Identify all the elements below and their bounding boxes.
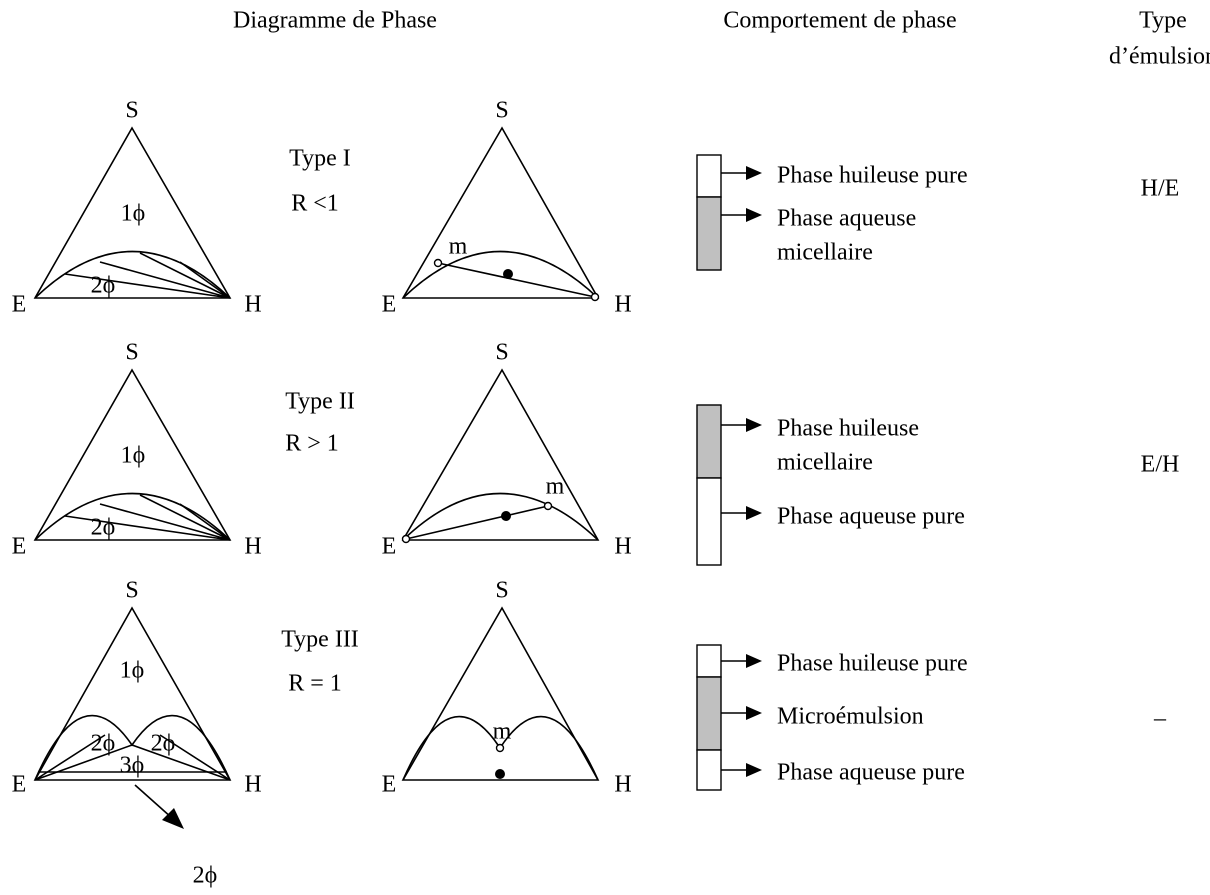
arrow-head <box>162 808 184 829</box>
tie-lines <box>64 494 231 541</box>
vertex-label: S <box>125 340 138 366</box>
ratio-label: R <1 <box>291 191 339 217</box>
binodal <box>34 250 231 299</box>
point-m <box>433 258 443 268</box>
vertex-label: E <box>12 772 27 798</box>
phase-label: Phase aqueuse pure <box>777 504 965 530</box>
region-label: 2ϕ <box>91 731 116 757</box>
tie-lines <box>34 734 231 781</box>
triangle <box>33 368 232 541</box>
phase-layer <box>696 154 722 198</box>
row-1 <box>33 126 722 302</box>
phase-layer <box>696 404 722 479</box>
vertex-label: H <box>614 772 631 798</box>
composition-point <box>501 511 511 521</box>
vertex-label: S <box>125 98 138 124</box>
vertex-label: S <box>495 98 508 124</box>
region-label: 1ϕ <box>121 443 146 469</box>
phase-layer <box>696 196 722 271</box>
region-label: 2ϕ <box>91 515 116 541</box>
vertex-label: H <box>244 772 261 798</box>
vertex-label: E <box>12 292 27 318</box>
vertex-label: H <box>244 534 261 560</box>
arrow <box>134 784 173 819</box>
region-label: 1ϕ <box>121 201 146 227</box>
phase-label: micellaire <box>777 450 873 476</box>
row-3 <box>33 606 722 829</box>
vertex-label: H <box>244 292 261 318</box>
vertex-label: E <box>382 772 397 798</box>
phase-arrow-head <box>746 418 762 432</box>
header-diagram: Diagramme de Phase <box>233 8 437 34</box>
phase-arrow-head <box>746 763 762 777</box>
triangle <box>401 606 600 781</box>
point-m <box>495 743 505 753</box>
vertex-label: S <box>495 340 508 366</box>
phase-label: Phase huileuse pure <box>777 651 968 677</box>
ratio-label: R = 1 <box>288 671 342 697</box>
vertex-label: E <box>382 534 397 560</box>
type-label: Type III <box>281 627 359 653</box>
tie-lines <box>64 252 231 299</box>
point-label: m <box>449 234 468 260</box>
triangle <box>401 126 600 299</box>
emulsion-type: H/E <box>1141 176 1180 202</box>
phase-arrow-head <box>746 706 762 720</box>
phase-layer <box>696 477 722 566</box>
phase-label: Phase huileuse pure <box>777 163 968 189</box>
tie-line <box>405 505 549 540</box>
triangle <box>33 606 232 781</box>
region-label: 2ϕ <box>193 863 218 889</box>
vertex-label: S <box>495 578 508 604</box>
header-emulsion: Type <box>1139 8 1187 34</box>
emulsion-type: E/H <box>1141 452 1180 478</box>
header-behavior: Comportement de phase <box>723 8 956 34</box>
point <box>401 534 411 544</box>
type-label: Type I <box>289 146 351 172</box>
binodal <box>402 250 599 299</box>
region-label: 2ϕ <box>91 273 116 299</box>
vertex-label: H <box>614 292 631 318</box>
phase-arrow-head <box>746 208 762 222</box>
vertex-label: H <box>614 534 631 560</box>
row-2 <box>33 368 722 566</box>
triangle <box>401 368 600 541</box>
vertex-label: S <box>125 578 138 604</box>
point-label: m <box>493 719 512 745</box>
phase-label: micellaire <box>777 240 873 266</box>
binodal <box>34 492 231 541</box>
phase-label: Phase aqueuse <box>777 206 916 232</box>
region-label: 1ϕ <box>120 658 145 684</box>
point-label: m <box>546 474 565 500</box>
phase-arrow-head <box>746 166 762 180</box>
phase-layer <box>696 749 722 791</box>
composition-point <box>495 769 505 779</box>
composition-point <box>503 269 513 279</box>
point-m <box>543 501 553 511</box>
region-label: 3ϕ <box>120 753 145 779</box>
point <box>590 292 600 302</box>
vertex-label: E <box>12 534 27 560</box>
phase-arrow-head <box>746 654 762 668</box>
phase-layer <box>696 644 722 678</box>
type-label: Type II <box>285 389 355 415</box>
phase-arrow-head <box>746 506 762 520</box>
phase-label: Microémulsion <box>777 704 924 730</box>
binodal <box>402 492 599 541</box>
header-emulsion: d’émulsion <box>1109 44 1210 70</box>
ratio-label: R > 1 <box>285 431 339 457</box>
phase-layer <box>696 676 722 751</box>
phase-label: Phase aqueuse pure <box>777 760 965 786</box>
phase-label: Phase huileuse <box>777 416 919 442</box>
region-label: 2ϕ <box>151 731 176 757</box>
vertex-label: E <box>382 292 397 318</box>
triangle <box>33 126 232 299</box>
tie-line <box>437 262 596 298</box>
emulsion-type: – <box>1153 706 1167 732</box>
